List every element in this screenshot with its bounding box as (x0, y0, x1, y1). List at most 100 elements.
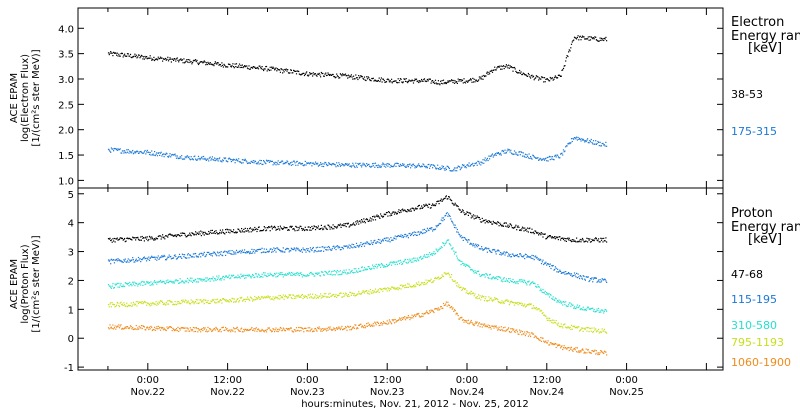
electron-series-2-point (346, 163, 348, 165)
electron-series-1-point (512, 70, 514, 72)
proton-series-2-point (595, 277, 597, 279)
proton-series-5-point (314, 327, 317, 330)
proton-series-2-point (215, 254, 217, 256)
proton-series-1-point (240, 231, 242, 233)
proton-series-2-point (424, 232, 426, 234)
proton-series-4-point (267, 295, 269, 297)
electron-series-2-point (364, 165, 366, 167)
proton-series-1-point (589, 241, 592, 243)
electron-series-2-point (479, 161, 481, 163)
proton-series-3-point (136, 283, 138, 285)
electron-series-2-point (121, 152, 123, 154)
proton-series-2-point (371, 242, 373, 244)
proton-series-4-point (453, 280, 455, 282)
proton-series-1-point (598, 241, 600, 243)
proton-series-3-point (214, 278, 216, 280)
proton-series-4-point (497, 299, 499, 301)
proton-series-3-point (537, 284, 539, 286)
electron-series-2-point (164, 153, 166, 155)
proton-series-4-point (230, 301, 232, 303)
proton-series-1-point (221, 231, 223, 233)
electron-series-1-point (436, 83, 438, 85)
proton-series-4-point (335, 293, 337, 296)
electron-series-1-point (186, 59, 188, 61)
proton-series-1-point (361, 220, 363, 222)
proton-series-2-point (219, 251, 221, 253)
proton-series-5-point (419, 316, 421, 318)
proton-series-3-point (602, 310, 604, 312)
proton-series-2-point (429, 227, 431, 229)
proton-series-5-point (207, 326, 209, 328)
proton-series-1-point (309, 227, 311, 229)
proton-series-3-point (466, 264, 468, 267)
electron-series-2-point (443, 168, 445, 170)
electron-series-1-point (168, 58, 170, 61)
proton-series-5-point (499, 329, 501, 331)
proton-series-4-point (339, 292, 341, 294)
electron-series-1-point (154, 58, 156, 60)
proton-series-4-point (118, 306, 121, 308)
proton-series-5-point (539, 339, 541, 341)
proton-series-3-point (508, 281, 510, 283)
electron-series-2-point (478, 161, 480, 163)
proton-series-1-point (201, 231, 203, 233)
proton-series-3-point (361, 267, 363, 269)
proton-series-4-point (295, 295, 298, 297)
electron-series-1-point (507, 67, 509, 69)
proton-series-3-point (532, 282, 535, 284)
proton-series-3-point (245, 277, 247, 279)
proton-series-2-point (470, 242, 472, 244)
proton-series-2-point (222, 255, 224, 257)
electron-series-2-point (112, 148, 114, 150)
proton-series-4-point (472, 292, 474, 294)
electron-series-1-point (339, 77, 341, 79)
electron-series-2-point (143, 152, 145, 154)
proton-series-3-point (133, 281, 135, 283)
proton-series-3-point (112, 283, 114, 285)
proton-series-4-point (381, 288, 383, 290)
proton-series-5-point (213, 328, 215, 330)
electron-series-1-point (148, 57, 150, 59)
proton-series-1-point (527, 227, 529, 229)
electron-series-1-point (223, 63, 225, 65)
proton-series-1-point (314, 226, 316, 228)
electron-series-2-point (357, 163, 359, 165)
electron-series-2-point (451, 170, 453, 172)
proton-series-2-point (350, 246, 352, 248)
proton-series-5-point (470, 321, 472, 323)
proton-series-5-point (142, 325, 144, 327)
proton-series-5-point (186, 330, 188, 332)
proton-series-3-point (552, 296, 554, 298)
proton-series-3-point (200, 278, 202, 280)
proton-series-3-point (226, 276, 228, 278)
proton-series-2-point (325, 249, 328, 251)
proton-series-1-point (447, 198, 449, 200)
proton-series-2-point (119, 260, 121, 262)
electron-series-2-point (372, 163, 374, 165)
proton-series-3-point (600, 311, 602, 313)
electron-series-2-point (533, 156, 535, 158)
electron-series-2-point (548, 156, 550, 158)
proton-series-4-point (444, 272, 446, 274)
electron-series-1-point (487, 73, 489, 75)
proton-series-1-point (570, 241, 573, 243)
proton-series-3-point (377, 263, 379, 265)
proton-series-5-point (605, 351, 607, 353)
proton-series-4-point (303, 295, 305, 297)
electron-series-2-point (538, 159, 540, 161)
electron-series-1-point (489, 73, 491, 75)
electron-series-2-point (211, 156, 213, 158)
proton-series-4-point (508, 304, 510, 306)
proton-series-3-point (505, 280, 507, 282)
electron-series-2-point (527, 155, 529, 157)
proton-series-2-point (448, 213, 450, 215)
proton-series-3-point (587, 306, 589, 308)
proton-series-3-point (327, 273, 329, 275)
proton-series-5-point (279, 326, 281, 329)
proton-series-3-point (217, 277, 219, 279)
proton-series-1-point (579, 238, 581, 241)
proton-series-5-point (252, 329, 254, 331)
electron-series-1-point (475, 79, 477, 81)
proton-series-3-point (220, 279, 222, 281)
proton-series-1-point (561, 237, 563, 239)
